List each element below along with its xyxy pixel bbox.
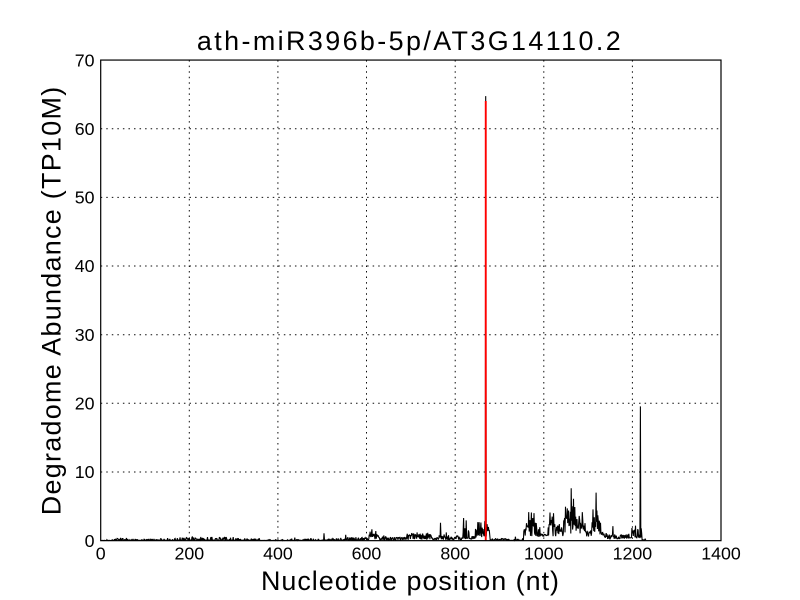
svg-text:60: 60 <box>75 119 95 139</box>
svg-text:0: 0 <box>96 544 106 564</box>
svg-text:0: 0 <box>85 531 95 551</box>
svg-text:ath-miR396b-5p/AT3G14110.2: ath-miR396b-5p/AT3G14110.2 <box>197 26 623 56</box>
svg-text:50: 50 <box>75 188 95 208</box>
svg-text:800: 800 <box>440 544 470 564</box>
svg-text:40: 40 <box>75 256 95 276</box>
svg-text:1000: 1000 <box>524 544 564 564</box>
svg-text:200: 200 <box>174 544 204 564</box>
svg-text:Nucleotide position (nt): Nucleotide position (nt) <box>261 566 560 596</box>
svg-text:1200: 1200 <box>613 544 653 564</box>
svg-text:1400: 1400 <box>701 544 741 564</box>
svg-text:30: 30 <box>75 325 95 345</box>
svg-text:600: 600 <box>352 544 382 564</box>
svg-text:10: 10 <box>75 462 95 482</box>
svg-text:20: 20 <box>75 394 95 414</box>
svg-text:400: 400 <box>263 544 293 564</box>
svg-text:Degradome Abundance (TP10M): Degradome Abundance (TP10M) <box>37 86 67 516</box>
svg-text:70: 70 <box>75 50 95 70</box>
